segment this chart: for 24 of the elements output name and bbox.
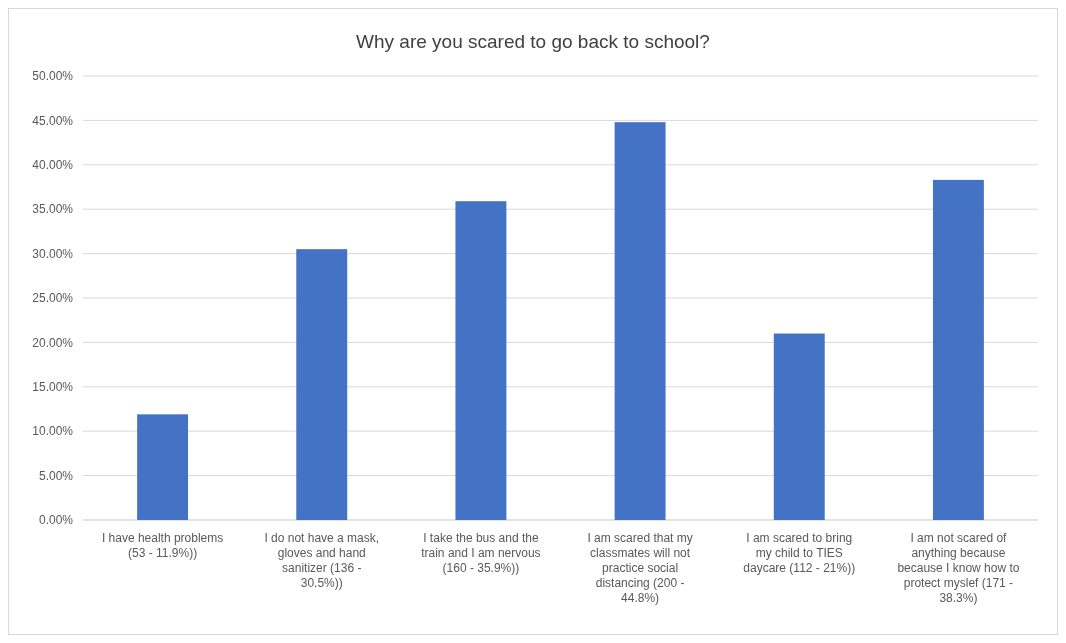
x-tick-label: I have health problems (53 - 11.9%)) (101, 531, 224, 560)
y-tick-label: 25.00% (32, 291, 74, 306)
y-tick-label: 35.00% (32, 202, 74, 217)
x-tick-label: I am scared to bring my child to TIES daycare (112 - 21%)) (743, 531, 856, 575)
bar (932, 179, 984, 520)
y-tick-label: 45.00% (32, 113, 74, 128)
y-tick-label: 10.00% (32, 424, 74, 439)
y-tick-label: 30.00% (32, 246, 74, 261)
bar (773, 333, 825, 520)
x-tick-label: I do not have a mask, gloves and hand sanitizer (136 - 30.5%)) (264, 531, 380, 590)
bar (296, 249, 348, 520)
x-tick-label: I take the bus and the train and I am nervous (160 - 35.9%)) (421, 531, 541, 575)
bar (614, 122, 666, 520)
x-tick-label: I am not scared of anything because because I know how to protect myslef (171 - 38.3%) (897, 531, 1020, 605)
y-tick-label: 15.00% (32, 380, 74, 394)
y-tick-label: 20.00% (32, 335, 74, 350)
y-tick-label: 50.00% (32, 69, 74, 84)
chart-title: Why are you scared to go back to school? (356, 31, 710, 52)
y-tick-label: 40.00% (32, 158, 74, 172)
x-tick-label: I am scared that my classmates will not practice social distancing (200 - 44.8%) (587, 531, 693, 605)
y-tick-label: 5.00% (38, 468, 74, 483)
bar (455, 201, 507, 520)
bar (137, 414, 189, 520)
y-tick-label: 0.00% (38, 513, 74, 528)
